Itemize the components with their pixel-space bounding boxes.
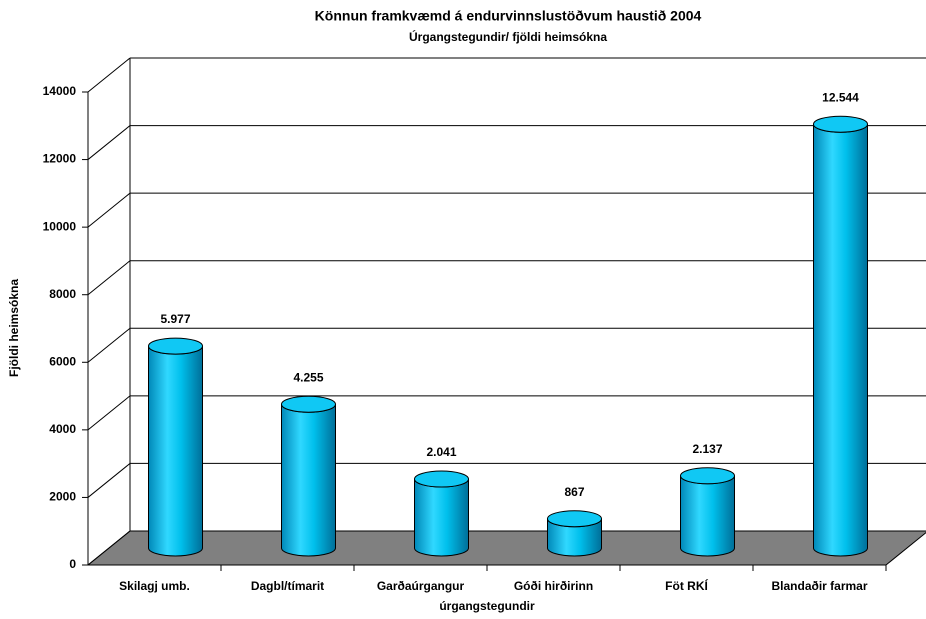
grid-line <box>87 463 131 498</box>
data-label: 4.255 <box>293 370 323 384</box>
cylinder-top <box>547 510 602 528</box>
grid-line <box>87 192 131 228</box>
chart-title: Könnun framkvæmd á endurvinnslustöðvum h… <box>315 8 702 24</box>
cylinder <box>813 115 868 557</box>
data-label: 5.977 <box>160 312 190 326</box>
cylinder-top <box>281 395 336 413</box>
y-tick-label: 10000 <box>43 219 77 233</box>
grid-line <box>87 57 131 93</box>
bar <box>414 478 469 557</box>
data-label: 2.137 <box>692 442 722 456</box>
data-label: 2.041 <box>426 445 456 459</box>
grid-line <box>87 395 131 431</box>
y-tick-label: 12000 <box>43 152 77 166</box>
cylinder <box>148 337 203 557</box>
cylinder-top <box>813 115 868 133</box>
cylinder <box>414 470 469 557</box>
cylinder <box>680 467 735 557</box>
data-label: 867 <box>564 485 584 499</box>
grid-line <box>87 260 131 296</box>
data-label: 12.544 <box>822 90 859 104</box>
cylinder-top <box>680 467 735 485</box>
x-axis-label: úrgangstegundir <box>439 599 535 613</box>
x-tick-label: Góði hirðirinn <box>514 579 593 593</box>
x-tick-label: Blandaðir farmar <box>771 579 867 593</box>
x-tick-label: Dagbl/tímarit <box>251 579 324 593</box>
y-tick-label: 6000 <box>49 354 76 368</box>
bar <box>148 345 203 557</box>
grid-line <box>87 125 131 160</box>
cylinder <box>281 395 336 557</box>
bar <box>813 124 868 557</box>
y-tick-label: 8000 <box>49 287 76 301</box>
y-tick-label: 4000 <box>49 422 76 436</box>
x-tick-label: Skilagj umb. <box>119 579 190 593</box>
bar <box>680 475 735 557</box>
chart-subtitle: Úrgangstegundir/ fjöldi heimsókna <box>409 29 607 44</box>
y-tick-label: 0 <box>69 557 76 571</box>
grid-line <box>87 530 131 566</box>
cylinder <box>547 510 602 557</box>
y-tick-label: 14000 <box>43 84 77 98</box>
x-tick-label: Garðaúrgangur <box>377 579 465 593</box>
y-axis-label: Fjöldi heimsókna <box>7 279 21 377</box>
x-tick-label: Föt RKÍ <box>665 578 708 593</box>
cylinder-top <box>414 470 469 488</box>
y-tick-label: 2000 <box>49 490 76 504</box>
grid-line <box>87 327 131 363</box>
floor <box>86 530 926 566</box>
bar <box>281 404 336 557</box>
cylinder-top <box>148 337 203 355</box>
